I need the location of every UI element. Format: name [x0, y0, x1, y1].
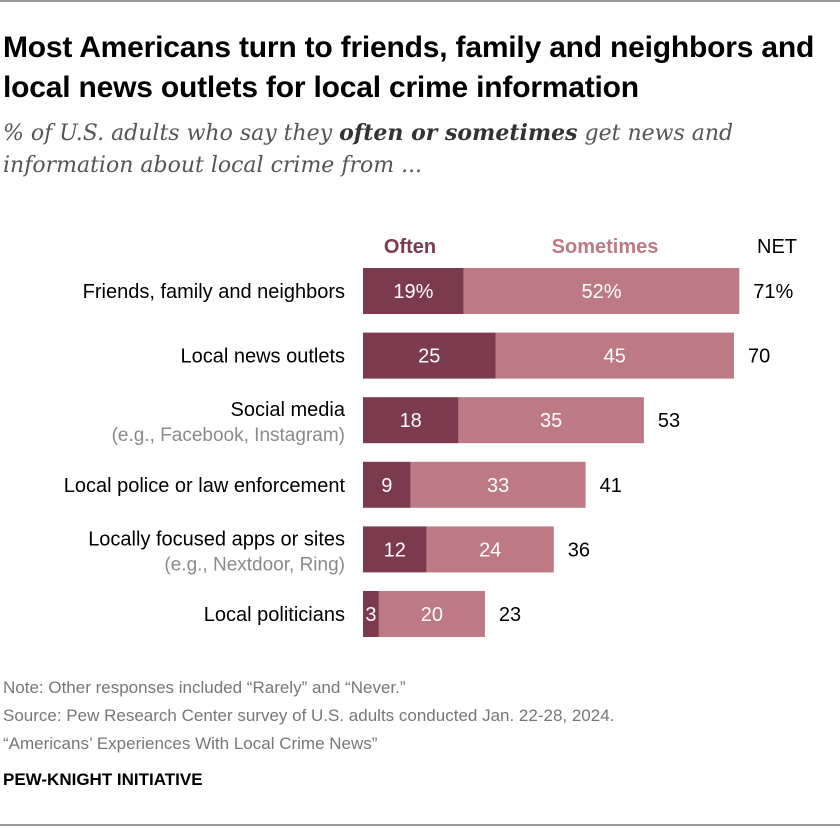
- bar-often: [363, 526, 427, 573]
- net-label: 53: [658, 410, 680, 432]
- top-rule: [0, 0, 840, 2]
- value-label-sometimes: 35: [540, 410, 562, 432]
- value-label-sometimes: 20: [421, 604, 443, 626]
- bar-sometimes: [495, 332, 734, 379]
- value-label-sometimes: 33: [487, 475, 509, 497]
- value-label-often: 3: [365, 604, 376, 626]
- bar-often: [363, 397, 459, 444]
- value-label-often: 25: [418, 346, 440, 368]
- category-sublabel: (e.g., Facebook, Instagram): [112, 425, 345, 446]
- bar-sometimes: [410, 461, 586, 508]
- category-label: Social media: [230, 399, 345, 421]
- brand-label: PEW-KNIGHT INITIATIVE: [3, 770, 203, 789]
- category-label: Local politicians: [204, 604, 345, 626]
- bar-sometimes: [378, 591, 485, 637]
- category-label: Friends, family and neighbors: [83, 281, 345, 303]
- net-label: 70: [748, 346, 770, 368]
- net-label: 23: [499, 604, 521, 626]
- net-label: 36: [568, 539, 590, 561]
- report-title: “Americans’ Experiences With Local Crime…: [3, 734, 378, 753]
- category-label: Local police or law enforcement: [64, 475, 346, 497]
- bar-often: [363, 591, 379, 637]
- value-label-sometimes: 24: [479, 539, 501, 561]
- header-often: Often: [384, 236, 436, 258]
- bottom-rule: [0, 824, 840, 826]
- net-label: 41: [600, 475, 622, 497]
- value-label-sometimes: 45: [604, 346, 626, 368]
- bar-sometimes: [426, 526, 554, 573]
- note-text: Note: Other responses included “Rarely” …: [3, 678, 406, 697]
- category-label: Local news outlets: [180, 346, 345, 368]
- bar-sometimes: [463, 268, 740, 314]
- bar-often: [363, 332, 496, 379]
- subtitle-emphasis: often or sometimes: [339, 120, 578, 146]
- subtitle-pre: % of U.S. adults who say they: [3, 121, 340, 146]
- value-label-often: 12: [384, 539, 406, 561]
- subtitle-post: get news and information about local cri…: [3, 121, 734, 178]
- source-text: Source: Pew Research Center survey of U.…: [3, 706, 615, 725]
- value-label-sometimes: 52%: [581, 281, 621, 303]
- category-label: Locally focused apps or sites: [88, 528, 345, 550]
- chart-subtitle: % of U.S. adults who say they often or s…: [3, 117, 833, 182]
- stacked-bar-chart: Often Sometimes NET Friends, family and nei…: [64, 236, 797, 637]
- chart-title: Most Americans turn to friends, family a…: [3, 31, 815, 104]
- net-label: 71%: [753, 281, 793, 303]
- value-label-often: 18: [400, 410, 422, 432]
- category-sublabel: (e.g., Nextdoor, Ring): [164, 554, 345, 575]
- bar-often: [363, 268, 464, 314]
- value-label-often: 19%: [393, 281, 433, 303]
- header-sometimes: Sometimes: [552, 236, 659, 258]
- bar-sometimes: [458, 397, 644, 444]
- value-label-often: 9: [381, 475, 392, 497]
- header-net: NET: [757, 236, 797, 258]
- bar-often: [363, 461, 411, 508]
